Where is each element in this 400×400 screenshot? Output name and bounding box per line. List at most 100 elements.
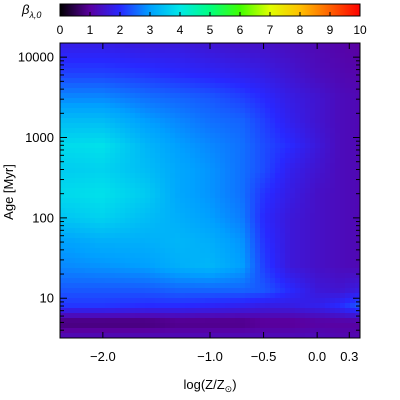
heatmap-cell: [330, 113, 336, 119]
heatmap-cell: [320, 73, 326, 79]
heatmap-cell: [180, 183, 186, 189]
heatmap-cell: [205, 243, 211, 249]
heatmap-cell: [310, 133, 316, 139]
heatmap-cell: [290, 173, 296, 179]
heatmap-cell: [335, 143, 341, 149]
heatmap-cell: [235, 168, 241, 174]
heatmap-cell: [335, 148, 341, 154]
heatmap-cell: [85, 283, 91, 289]
heatmap-cell: [230, 313, 236, 319]
heatmap-cell: [100, 203, 106, 209]
heatmap-cell: [270, 298, 276, 304]
heatmap-cell: [355, 48, 360, 54]
heatmap-cell: [60, 83, 66, 89]
heatmap-cell: [310, 288, 316, 294]
heatmap-cell: [325, 258, 331, 264]
heatmap-cell: [320, 258, 326, 264]
heatmap-cell: [295, 283, 301, 289]
heatmap-cell: [255, 163, 261, 169]
heatmap-cell: [335, 118, 341, 124]
heatmap-cell: [225, 48, 231, 54]
heatmap-cell: [305, 128, 311, 134]
heatmap-cell: [190, 188, 196, 194]
heatmap-cell: [150, 313, 156, 319]
heatmap-cell: [125, 133, 131, 139]
heatmap-cell: [290, 273, 296, 279]
heatmap-cell: [200, 293, 206, 299]
heatmap-cell: [290, 103, 296, 109]
heatmap-cell: [165, 133, 171, 139]
heatmap-cell: [215, 293, 221, 299]
heatmap-cell: [295, 318, 301, 324]
heatmap-cell: [315, 158, 321, 164]
heatmap-cell: [295, 148, 301, 154]
heatmap-cell: [135, 148, 141, 154]
heatmap-cell: [230, 163, 236, 169]
heatmap-cell: [195, 208, 201, 214]
heatmap-cell: [120, 188, 126, 194]
heatmap-cell: [205, 83, 211, 89]
heatmap-cell: [150, 108, 156, 114]
heatmap-cell: [150, 78, 156, 84]
heatmap-cell: [260, 233, 266, 239]
heatmap-cell: [65, 48, 71, 54]
heatmap-cell: [110, 178, 116, 184]
heatmap-cell: [315, 93, 321, 99]
heatmap-cell: [305, 148, 311, 154]
heatmap-cell: [65, 163, 71, 169]
heatmap-cell: [125, 248, 131, 254]
heatmap-cell: [280, 233, 286, 239]
heatmap-cell: [185, 218, 191, 224]
heatmap-cell: [195, 268, 201, 274]
heatmap-cell: [95, 188, 101, 194]
heatmap-cell: [155, 148, 161, 154]
heatmap-cell: [100, 173, 106, 179]
heatmap-cell: [170, 223, 176, 229]
heatmap-cell: [85, 88, 91, 94]
heatmap-cell: [180, 288, 186, 294]
heatmap-cell: [320, 288, 326, 294]
heatmap-cell: [315, 83, 321, 89]
heatmap-cell: [235, 53, 241, 59]
heatmap-cell: [150, 48, 156, 54]
heatmap-cell: [295, 333, 301, 338]
heatmap-cell: [135, 78, 141, 84]
heatmap-cell: [175, 263, 181, 269]
heatmap-cell: [265, 218, 271, 224]
heatmap-cell: [100, 208, 106, 214]
heatmap-cell: [105, 168, 111, 174]
heatmap-cell: [75, 228, 81, 234]
heatmap-cell: [320, 228, 326, 234]
heatmap-cell: [300, 203, 306, 209]
heatmap-cell: [230, 153, 236, 159]
heatmap-cell: [305, 193, 311, 199]
heatmap-cell: [230, 133, 236, 139]
heatmap-cell: [345, 228, 351, 234]
heatmap-cell: [95, 323, 101, 329]
heatmap-cell: [150, 233, 156, 239]
heatmap-cell: [350, 298, 356, 304]
heatmap-cell: [350, 238, 356, 244]
heatmap-cell: [325, 168, 331, 174]
heatmap-cell: [335, 58, 341, 64]
heatmap-cell: [70, 333, 76, 338]
heatmap-cell: [110, 78, 116, 84]
heatmap-cell: [350, 313, 356, 319]
heatmap-cell: [340, 73, 346, 79]
heatmap-cell: [65, 303, 71, 309]
heatmap-cell: [250, 273, 256, 279]
heatmap-cell: [290, 78, 296, 84]
heatmap-cell: [330, 198, 336, 204]
heatmap-cell: [75, 188, 81, 194]
heatmap-cell: [275, 308, 281, 314]
heatmap-cell: [85, 168, 91, 174]
heatmap-cell: [345, 248, 351, 254]
heatmap-cell: [90, 278, 96, 284]
heatmap-cell: [325, 113, 331, 119]
heatmap-cell: [240, 173, 246, 179]
heatmap-cell: [115, 233, 121, 239]
heatmap-cell: [105, 258, 111, 264]
heatmap-cell: [230, 203, 236, 209]
heatmap-cell: [100, 263, 106, 269]
heatmap-cell: [270, 208, 276, 214]
